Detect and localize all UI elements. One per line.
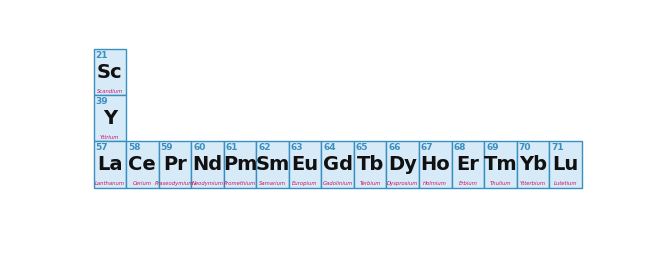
Bar <box>159 141 191 188</box>
Bar <box>451 141 484 188</box>
Bar <box>322 141 354 188</box>
Text: 60: 60 <box>193 143 206 152</box>
Text: Ho: Ho <box>421 155 450 174</box>
Bar <box>224 141 256 188</box>
Bar <box>386 141 419 188</box>
Text: 66: 66 <box>388 143 401 152</box>
Bar <box>419 141 451 188</box>
Text: Eu: Eu <box>291 155 318 174</box>
Text: Tb: Tb <box>356 155 384 174</box>
Text: Dysprosium: Dysprosium <box>387 181 419 186</box>
Text: Lu: Lu <box>552 155 578 174</box>
Text: 58: 58 <box>128 143 140 152</box>
Text: 70: 70 <box>519 143 531 152</box>
Text: Yttrium: Yttrium <box>100 135 119 140</box>
Bar <box>126 141 159 188</box>
Text: 69: 69 <box>486 143 498 152</box>
Text: 57: 57 <box>96 143 108 152</box>
Text: Europium: Europium <box>292 181 318 186</box>
Bar <box>94 49 126 95</box>
Text: Erbium: Erbium <box>458 181 477 186</box>
Text: 67: 67 <box>421 143 434 152</box>
Text: Tm: Tm <box>483 155 517 174</box>
Bar <box>289 141 322 188</box>
Bar <box>94 95 126 141</box>
Text: Sc: Sc <box>97 63 122 81</box>
Text: 68: 68 <box>453 143 466 152</box>
Text: Cerium: Cerium <box>133 181 152 186</box>
Text: Y: Y <box>103 109 117 128</box>
Text: Samarium: Samarium <box>259 181 286 186</box>
Text: Holmium: Holmium <box>423 181 447 186</box>
Bar <box>517 141 549 188</box>
Text: Gd: Gd <box>323 155 352 174</box>
Text: Gadolinium: Gadolinium <box>322 181 353 186</box>
Text: Lutetium: Lutetium <box>553 181 577 186</box>
Text: 61: 61 <box>225 143 238 152</box>
Text: 62: 62 <box>258 143 271 152</box>
Text: Terbium: Terbium <box>360 181 381 186</box>
Text: Ce: Ce <box>128 155 156 174</box>
Bar <box>354 141 386 188</box>
Bar <box>549 141 582 188</box>
Bar <box>94 141 126 188</box>
Text: 21: 21 <box>96 51 108 60</box>
Text: Pm: Pm <box>223 155 257 174</box>
Text: 71: 71 <box>551 143 564 152</box>
Text: 59: 59 <box>160 143 173 152</box>
Text: Lanthanum: Lanthanum <box>95 181 124 186</box>
Text: Nd: Nd <box>193 155 223 174</box>
Bar <box>484 141 517 188</box>
Bar <box>256 141 289 188</box>
Text: Scandium: Scandium <box>97 89 123 94</box>
Text: 63: 63 <box>291 143 303 152</box>
Text: 39: 39 <box>96 97 108 106</box>
Bar <box>191 141 224 188</box>
Text: La: La <box>97 155 122 174</box>
Text: Ytterbium: Ytterbium <box>520 181 546 186</box>
Text: Pr: Pr <box>163 155 187 174</box>
Text: 65: 65 <box>356 143 368 152</box>
Text: Thulium: Thulium <box>490 181 511 186</box>
Text: 64: 64 <box>324 143 336 152</box>
Text: Er: Er <box>457 155 479 174</box>
Text: Sm: Sm <box>255 155 290 174</box>
Text: Dy: Dy <box>388 155 417 174</box>
Text: Neodymium: Neodymium <box>191 181 223 186</box>
Text: Praseodymium: Praseodymium <box>155 181 195 186</box>
Text: Yb: Yb <box>519 155 547 174</box>
Text: Promethium: Promethium <box>224 181 256 186</box>
